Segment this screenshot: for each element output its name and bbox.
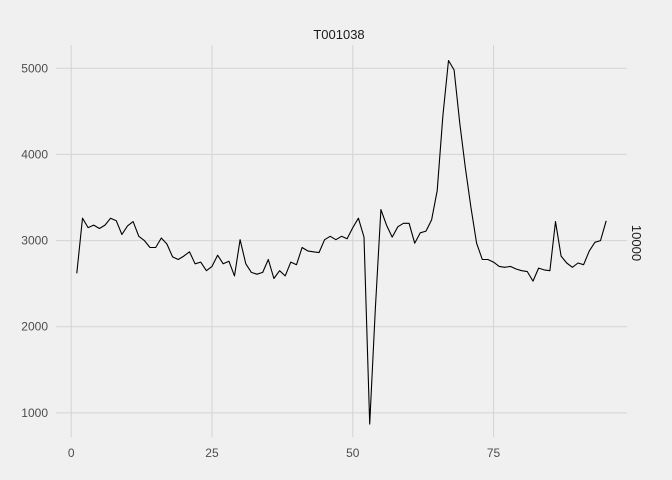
y-axis: 1000 2000 3000 4000 5000 — [21, 61, 48, 420]
x-tick-label: 25 — [205, 446, 219, 460]
chart-title: T001038 — [313, 27, 364, 42]
gridlines — [56, 45, 627, 437]
plot-area — [76, 59, 607, 425]
y-tick-label: 2000 — [21, 320, 48, 334]
y-tick-label: 5000 — [21, 61, 48, 75]
x-tick-label: 50 — [346, 446, 360, 460]
x-tick-label: 0 — [68, 446, 75, 460]
x-tick-label: 75 — [487, 446, 501, 460]
facet-strip-label: 10000 — [629, 225, 644, 261]
series-line — [76, 59, 607, 425]
y-tick-label: 1000 — [21, 406, 48, 420]
y-tick-label: 4000 — [21, 147, 48, 161]
x-axis: 0 25 50 75 — [68, 446, 501, 460]
y-tick-label: 3000 — [21, 234, 48, 248]
